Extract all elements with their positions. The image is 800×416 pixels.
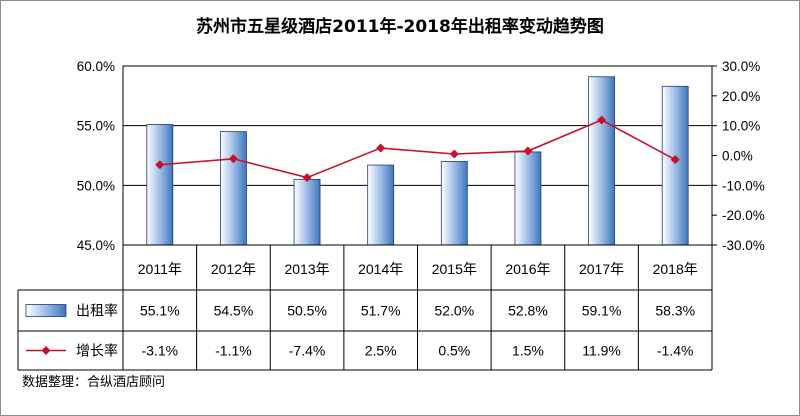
bar: [367, 164, 395, 246]
table-cell-growth: 0.5%: [438, 343, 470, 359]
growth-point: [302, 173, 312, 183]
legend-label-growth: 增长率: [76, 343, 118, 359]
y-right-tick-label: 10.0%: [722, 119, 760, 134]
table-cell-occupancy: 54.5%: [214, 303, 254, 319]
growth-line: [159, 119, 676, 179]
table-cell-occupancy: 59.1%: [582, 303, 622, 319]
y-right-tick-label: 30.0%: [722, 59, 760, 74]
legend-label-occupancy: 出租率: [76, 303, 118, 319]
growth-point: [376, 143, 386, 153]
bar: [293, 178, 321, 246]
table-cell-occupancy: 51.7%: [361, 303, 401, 319]
y-left-tick-label: 60.0%: [77, 59, 115, 74]
bar: [440, 161, 468, 246]
y-left-tick-label: 50.0%: [77, 178, 115, 193]
plot-area-border: [122, 65, 713, 246]
table-cell-growth: -1.4%: [657, 343, 694, 359]
grid-lines: [122, 65, 713, 246]
table-cell-occupancy: 58.3%: [655, 303, 695, 319]
chart-title: 苏州市五星级酒店2011年-2018年出租率变动趋势图: [196, 16, 604, 37]
y-right-tick-label: -10.0%: [722, 178, 765, 193]
legend-swatch-marker: [41, 346, 51, 355]
table-cell-growth: 11.9%: [582, 343, 621, 359]
bar-series: [146, 76, 689, 246]
category-label: 2016年: [505, 261, 550, 277]
line-series: [155, 115, 680, 183]
table-cell-growth: -7.4%: [289, 343, 326, 359]
category-label: 2012年: [211, 261, 256, 277]
table-cell-occupancy: 52.8%: [508, 303, 548, 319]
growth-point: [155, 160, 165, 170]
category-label: 2015年: [432, 261, 477, 277]
table-cell-growth: -1.1%: [215, 343, 252, 359]
growth-point: [449, 149, 459, 159]
bar: [220, 131, 247, 246]
table-cell-growth: 2.5%: [365, 343, 397, 359]
y-left-tick-label: 55.0%: [77, 119, 115, 134]
growth-point: [597, 115, 607, 125]
table-cell-growth: 1.5%: [512, 343, 544, 359]
category-label: 2013年: [284, 261, 329, 277]
bar: [514, 151, 542, 246]
axes: 60.0% 55.0% 50.0% 45.0% 30.0% 20.0% 10.0% 0.0% -…: [77, 59, 765, 253]
growth-point: [523, 146, 533, 156]
category-label: 2018年: [653, 261, 698, 277]
y-left-tick-label: 45.0%: [77, 238, 115, 253]
table-cell-occupancy: 50.5%: [287, 303, 327, 319]
y-right-tick-label: -30.0%: [722, 238, 765, 253]
growth-point: [228, 154, 238, 164]
table-cell-occupancy: 55.1%: [140, 303, 180, 319]
bar: [661, 85, 689, 246]
table-cell-occupancy: 52.0%: [434, 303, 474, 319]
category-label: 2011年: [138, 261, 182, 277]
growth-point: [670, 155, 680, 165]
bar: [146, 124, 174, 246]
y-right-tick-label: 20.0%: [722, 89, 760, 104]
y-right-tick-label: -20.0%: [722, 208, 765, 223]
y-right-tick-label: 0.0%: [722, 149, 753, 164]
table-cell-growth: -3.1%: [142, 343, 179, 359]
category-label: 2014年: [358, 261, 403, 277]
legend-swatch-bar: [25, 304, 67, 317]
category-label: 2017年: [579, 261, 624, 277]
data-table: 2011年 2012年 2013年 2014年 2015年 2016年 2017年 2018年…: [17, 244, 713, 371]
source-note: 数据整理：合纵酒店顾问: [22, 375, 165, 390]
bar: [588, 76, 615, 246]
